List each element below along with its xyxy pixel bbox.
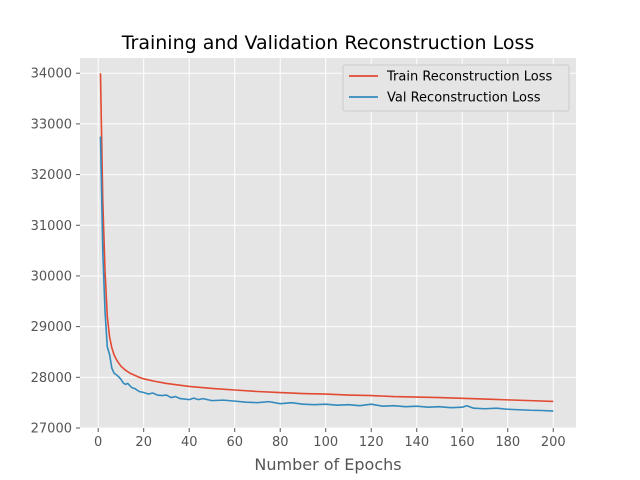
legend-label: Train Reconstruction Loss (386, 70, 552, 85)
series-layer (99, 73, 554, 412)
y-axis-ticks: 27000 28000 29000 30000 31000 32000 33000 34000 (31, 67, 80, 437)
y-tick-label: 33000 (31, 117, 72, 132)
y-tick-label: 31000 (31, 219, 72, 234)
x-tick-label: 160 (450, 435, 475, 450)
x-axis-label: Number of Epochs (254, 455, 401, 474)
x-tick-label: 200 (541, 435, 566, 450)
y-tick-label: 27000 (31, 422, 72, 437)
y-tick-label: 29000 (31, 320, 72, 335)
x-tick-label: 180 (495, 435, 520, 450)
y-tick-label: 34000 (31, 67, 72, 82)
x-tick-label: 120 (359, 435, 384, 450)
x-tick-label: 20 (135, 435, 152, 450)
x-tick-label: 0 (94, 435, 102, 450)
x-tick-label: 60 (226, 435, 243, 450)
series-line-val (99, 136, 554, 412)
legend-box (342, 64, 570, 112)
plot-area (80, 58, 576, 428)
legend-label: Val Reconstruction Loss (387, 91, 541, 106)
x-tick-label: 80 (272, 435, 289, 450)
x-axis-ticks: 0 20 40 60 80 100 120 140 160 180 200 (94, 428, 566, 450)
legend: Train Reconstruction Loss Val Reconstruct… (342, 64, 570, 112)
y-tick-label: 30000 (31, 269, 72, 284)
x-tick-label: 40 (181, 435, 198, 450)
y-tick-label: 28000 (31, 371, 72, 386)
x-tick-label: 140 (404, 435, 429, 450)
y-tick-label: 32000 (31, 168, 72, 183)
series-line-train (99, 73, 554, 403)
chart-title: Training and Validation Reconstruction L… (121, 32, 535, 54)
x-tick-label: 100 (313, 435, 338, 450)
